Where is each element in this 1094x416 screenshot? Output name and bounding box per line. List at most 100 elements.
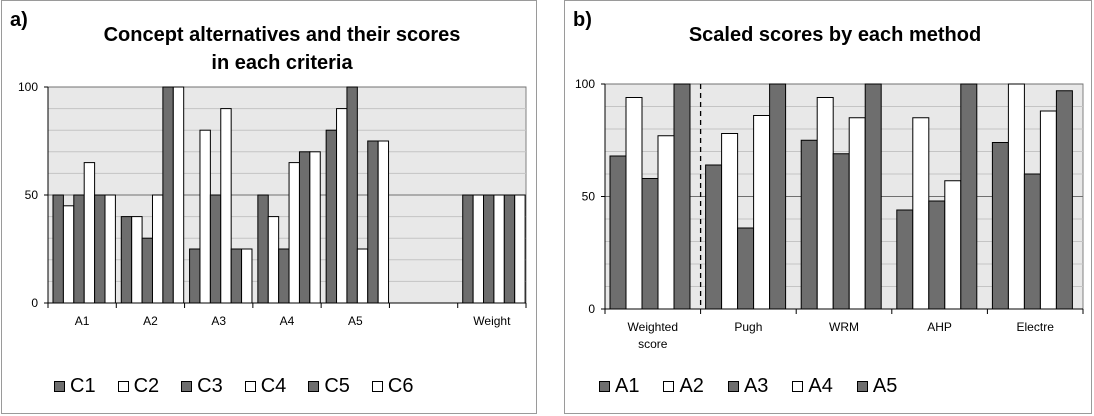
legend-item-c4: C4 bbox=[244, 375, 287, 398]
chart-b-plot: 0 50 100 Weighted score Pugh WRM AHP Electre bbox=[575, 77, 1084, 351]
bar-c4 bbox=[356, 248, 369, 304]
bar-c1 bbox=[52, 194, 64, 304]
bar-c3 bbox=[278, 248, 290, 304]
x-tick-label: Pugh bbox=[734, 320, 762, 334]
legend-item-c2: C2 bbox=[117, 375, 160, 398]
bar-a3 bbox=[1023, 173, 1041, 310]
y-tick-label: 100 bbox=[18, 80, 38, 94]
legend-swatch bbox=[244, 381, 256, 392]
bar-c3 bbox=[346, 86, 358, 304]
bar-c6 bbox=[241, 248, 253, 304]
bar-c2 bbox=[336, 108, 348, 304]
legend-label: A2 bbox=[679, 375, 704, 397]
bar-c3 bbox=[73, 194, 85, 304]
x-tick-label: A4 bbox=[280, 314, 295, 328]
chart-title-a-line-1: Concept alternatives and their scores bbox=[103, 24, 461, 46]
x-tick-label: Weighted bbox=[628, 320, 678, 334]
legend-swatch bbox=[181, 381, 193, 392]
bar-c4 bbox=[493, 194, 505, 304]
y-tick-label: 0 bbox=[588, 302, 595, 316]
chart-title-a: Concept alternatives and their scores in… bbox=[42, 21, 522, 77]
x-tick-label: AHP bbox=[927, 320, 952, 334]
bar-a3 bbox=[737, 227, 755, 310]
x-tick-label: A2 bbox=[143, 314, 158, 328]
bar-c6 bbox=[514, 194, 526, 304]
legend-label: A5 bbox=[872, 375, 898, 397]
bar-a4 bbox=[657, 135, 675, 310]
legend-swatch bbox=[54, 381, 65, 392]
legend-a: C1 C2 C3 C4 C5 C6 bbox=[54, 375, 413, 398]
bar-a4 bbox=[1039, 110, 1057, 310]
bar-c1 bbox=[120, 216, 133, 304]
x-tick-label: score bbox=[638, 337, 668, 351]
bar-c3 bbox=[141, 237, 153, 304]
legend-label: C2 bbox=[133, 375, 160, 397]
legend-label: C1 bbox=[70, 375, 96, 397]
legend-item-a3: A3 bbox=[727, 375, 769, 398]
legend-item-c5: C5 bbox=[308, 375, 350, 398]
bar-c4 bbox=[151, 194, 164, 304]
bar-a4 bbox=[848, 117, 866, 310]
bar-c6 bbox=[104, 194, 116, 304]
x-tick-label: A5 bbox=[348, 314, 363, 328]
panel-label-b: b) bbox=[573, 9, 592, 31]
bar-c3 bbox=[209, 194, 222, 304]
bar-a2 bbox=[1007, 83, 1025, 310]
chart-a-plot: 0 50 100 A1 A2 A3 A4 A5 Weight bbox=[18, 80, 527, 328]
y-tick-label: 50 bbox=[582, 190, 596, 204]
x-tick-label: A3 bbox=[211, 314, 226, 328]
bar-c5 bbox=[367, 140, 379, 304]
bar-c2 bbox=[199, 129, 211, 304]
bar-a3 bbox=[832, 153, 850, 310]
bar-a2 bbox=[721, 133, 739, 310]
legend-swatch bbox=[371, 381, 383, 392]
legend-swatch bbox=[663, 381, 675, 392]
legend-item-a4: A4 bbox=[792, 375, 833, 398]
bar-c1 bbox=[189, 248, 201, 304]
bar-a5 bbox=[960, 83, 978, 310]
legend-label: A1 bbox=[615, 375, 640, 397]
bar-a5 bbox=[864, 83, 882, 310]
legend-swatch bbox=[856, 381, 868, 392]
bar-a1 bbox=[896, 209, 914, 310]
x-tick-label: WRM bbox=[829, 320, 859, 334]
x-tick-label: A1 bbox=[75, 314, 90, 328]
legend-item-c6: C6 bbox=[371, 375, 414, 398]
bar-a3 bbox=[928, 200, 946, 310]
legend-item-a5: A5 bbox=[856, 375, 898, 398]
chart-panel-b: b) Scaled scores by each method 0 50 100 We… bbox=[564, 0, 1092, 414]
bar-a1 bbox=[800, 139, 818, 310]
y-tick-label: 100 bbox=[575, 77, 595, 91]
bar-c3 bbox=[483, 194, 495, 304]
chart-panel-a: a) Concept alternatives and their scores… bbox=[1, 0, 537, 414]
bar-c2 bbox=[267, 216, 280, 304]
legend-swatch bbox=[117, 381, 129, 392]
legend-label: C4 bbox=[260, 375, 287, 397]
bar-a3 bbox=[641, 178, 659, 310]
legend-item-a2: A2 bbox=[663, 375, 704, 398]
legend-label: A4 bbox=[808, 375, 833, 397]
legend-swatch bbox=[727, 381, 739, 392]
legend-swatch bbox=[792, 381, 804, 392]
bar-c2 bbox=[62, 205, 75, 304]
bar-a5 bbox=[769, 83, 787, 310]
legend-item-c3: C3 bbox=[181, 375, 223, 398]
bar-c4 bbox=[83, 162, 96, 304]
bar-c5 bbox=[94, 194, 106, 304]
bar-c4 bbox=[288, 162, 300, 304]
y-tick-label: 50 bbox=[25, 188, 39, 202]
bar-c5 bbox=[298, 151, 311, 304]
chart-title-b-line-1: Scaled scores by each method bbox=[688, 24, 982, 46]
bar-c1 bbox=[462, 194, 474, 304]
legend-label: A3 bbox=[743, 375, 769, 397]
y-tick-label: 0 bbox=[31, 296, 38, 310]
bar-c6 bbox=[377, 140, 390, 304]
bar-a2 bbox=[816, 97, 834, 310]
legend-item-a1: A1 bbox=[599, 375, 639, 398]
bar-a1 bbox=[991, 142, 1009, 310]
bar-a1 bbox=[705, 164, 723, 310]
legend-label: C6 bbox=[387, 375, 414, 397]
x-tick-label: Weight bbox=[473, 314, 511, 328]
bar-c6 bbox=[172, 86, 185, 304]
bar-c1 bbox=[257, 194, 269, 304]
